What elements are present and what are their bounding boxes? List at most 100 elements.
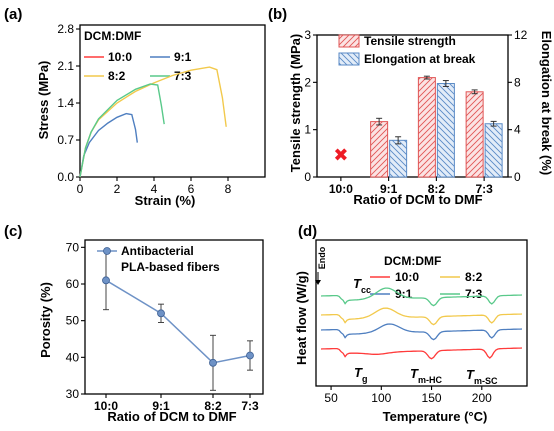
panel-b-xtick-label: 8:2 [428,182,446,196]
panel-d-legend-label: 7:3 [465,287,483,301]
panel-c-label: (c) [4,223,22,240]
panel-c-porosity: (c) Porosity (%) Ratio of DCM to DMF 10:… [4,223,264,424]
panel-c-series-line [105,279,251,364]
panel-a-xtick-label: 0 [77,182,84,196]
panel-d-legend: 10:0 8:2 9:1 7:3 [370,270,483,301]
panel-b-ytick-right-label: 0 [514,170,521,184]
panel-a-ytick-label: 0.0 [57,170,74,184]
panel-c-xtick-label: 7:3 [241,399,259,413]
panel-b-ylabel: Tensile strength (MPa) [288,34,303,172]
panel-b-ytick-right-label: 12 [514,28,528,42]
panel-b-bar-elongation [484,123,503,178]
panel-d-annotation: Tm-HC [410,366,442,385]
panel-c-ytick-label: 70 [66,240,80,254]
panel-b-label: (b) [268,6,287,23]
panel-d-legend-title: DCM:DMF [384,254,441,268]
panel-d-dsc: (d) Heat flow (W/g) Temperature (°C) DCM… [294,223,528,424]
panel-a-legend-label: 10:0 [108,50,132,64]
panel-a-xlabel: Strain (%) [135,193,196,208]
panel-c-plot-area: 10:0 9:1 8:2 7:3 30 40 50 60 70 Antibacterial PLA-… [66,239,264,413]
panel-a-series-line-8-2 [79,66,227,178]
panel-d-plot-area: 50 100 150 200 Endo Tcc Tg Tm-HC Tm-SC [315,239,528,405]
panel-a-ytick-label: 2.8 [57,22,74,36]
panel-d-annotation: Tcc [353,276,371,295]
panel-a-series-line-7-3 [79,83,165,178]
panel-d-label: (d) [298,223,317,240]
panel-d-endo-arrow-head [315,280,321,285]
panel-b-bar-elongation [436,83,455,178]
panel-a-xtick-label: 2 [114,182,121,196]
panel-b-legend-label: Elongation at break [364,52,476,66]
panel-c-legend-label: PLA-based fibers [121,260,220,274]
panel-d-series-line-9-1 [320,323,523,341]
panel-d-series-line-8-2 [320,307,523,326]
panel-b-ytick-label: 1 [304,123,311,137]
panel-c-xlabel: Ratio of DCM to DMF [107,409,236,424]
panel-a-xtick-label: 6 [188,182,195,196]
panel-c-ytick-label: 40 [66,350,80,364]
panel-d-legend-label: 10:0 [395,270,419,284]
panel-a-ytick-label: 2.1 [57,59,74,73]
panel-a-ylabel: Stress (MPa) [36,61,51,140]
panel-d-xtick-label: 150 [422,391,442,405]
panel-a-legend-label: 8:2 [108,69,126,83]
panel-b-failed-marker: ✖ [333,145,348,165]
panel-a-xtick-label: 4 [151,182,158,196]
panel-b-ytick-right-label: 8 [514,75,521,89]
panel-d-annotation: Tg [354,365,367,384]
panel-b-legend-swatch [338,34,360,48]
panel-c-ytick-label: 50 [66,314,80,328]
panel-a-plot-area: 0 2 4 6 8 0.0 0.7 1.4 2.1 2.8 [57,22,266,196]
panel-d-xtick-label: 50 [324,391,338,405]
panel-a-ytick-label: 1.4 [57,96,74,110]
panel-b-bar-elongation [389,139,408,178]
panel-b-xtick-label: 9:1 [380,182,398,196]
panel-c-ylabel: Porosity (%) [38,282,53,358]
panel-d-ylabel: Heat flow (W/g) [294,271,309,365]
panel-a-legend-title: DCM:DMF [84,29,141,43]
panel-c-ytick-label: 30 [66,387,80,401]
panel-b-bar-tensile [465,91,484,178]
panel-a-legend-label: 7:3 [174,69,192,83]
panel-d-endo-label: Endo [317,246,327,269]
panel-a-ytick-label: 0.7 [57,133,74,147]
panel-d-xtick-label: 200 [472,391,492,405]
panel-c-xtick-label: 9:1 [152,399,170,413]
panel-b-frame [316,34,509,178]
panel-c-legend-label: Antibacterial [121,244,194,258]
panel-c-xtick-label: 10:0 [94,399,118,413]
panel-d-legend-label: 9:1 [395,287,413,301]
panel-b-ytick-label: 0 [304,170,311,184]
panel-d-xlabel: Temperature (°C) [383,409,488,424]
panel-a-legend: 10:0 9:1 8:2 7:3 [84,50,192,83]
panel-b-ytick-right-label: 4 [514,123,521,137]
panel-d-annotation: Tm-SC [466,367,498,386]
panel-a-label: (a) [4,6,22,23]
panel-c-ytick-label: 60 [66,277,80,291]
panel-c-data-point [209,358,217,367]
panel-d-xtick-label: 100 [371,391,391,405]
panel-b-bar-tensile [370,121,389,178]
panel-b-xtick-label: 10:0 [329,182,353,196]
panel-c-legend-swatch-marker [103,247,111,255]
panel-a-frame [79,24,266,178]
panel-a-series-line-9-1 [79,112,138,178]
panel-a-xtick-label: 8 [225,182,232,196]
panel-c-data-point [246,351,254,360]
panel-b-xtick-label: 7:3 [475,182,493,196]
panel-b-bar-chart: (b) Tensile strength (MPa) Elongation at… [268,6,554,207]
panel-b-ytick-label: 3 [304,28,311,42]
panel-d-series-line-10-0 [320,347,523,360]
panel-b-ylabel-right: Elongation at break (%) [539,31,554,175]
panel-d-frame [315,239,528,387]
panel-d-series-line-7-3 [320,287,523,307]
panel-a-stress-strain: (a) Stress (MPa) Strain (%) DCM:DMF 10:0… [4,6,266,208]
panel-d-legend-label: 8:2 [465,270,483,284]
panel-c-xtick-label: 8:2 [204,399,222,413]
panel-b-xlabel: Ratio of DCM to DMF [353,192,482,207]
panel-a-legend-label: 9:1 [174,50,192,64]
panel-c-frame [84,239,264,395]
panel-b-legend-swatch [338,52,360,66]
